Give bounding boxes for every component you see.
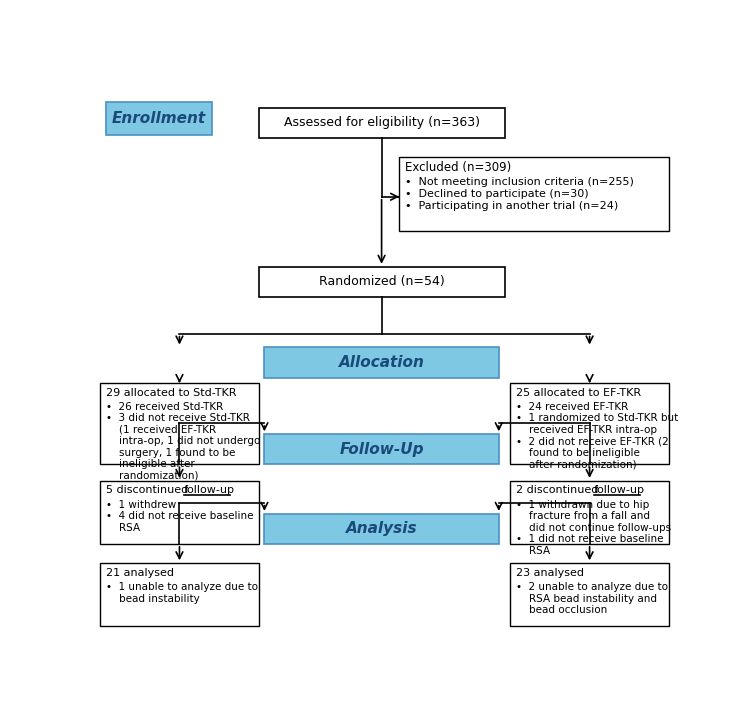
FancyBboxPatch shape <box>265 434 499 464</box>
Text: follow-up: follow-up <box>184 486 234 496</box>
FancyBboxPatch shape <box>101 481 259 544</box>
Text: RSA: RSA <box>516 545 550 555</box>
Text: •  Not meeting inclusion criteria (n=255): • Not meeting inclusion criteria (n=255) <box>405 177 634 187</box>
Text: found to be ineligible: found to be ineligible <box>516 448 640 458</box>
Text: •  Participating in another trial (n=24): • Participating in another trial (n=24) <box>405 201 618 211</box>
Text: intra-op, 1 did not undergo: intra-op, 1 did not undergo <box>106 436 261 446</box>
FancyBboxPatch shape <box>101 383 259 464</box>
FancyBboxPatch shape <box>510 563 668 626</box>
Text: •  2 did not receive EF-TKR (2: • 2 did not receive EF-TKR (2 <box>516 436 669 446</box>
Text: follow-up: follow-up <box>594 486 645 496</box>
Text: 29 allocated to Std-TKR: 29 allocated to Std-TKR <box>106 388 237 398</box>
FancyBboxPatch shape <box>265 514 499 544</box>
Text: Allocation: Allocation <box>339 355 425 370</box>
FancyBboxPatch shape <box>265 347 499 378</box>
FancyBboxPatch shape <box>101 563 259 626</box>
Text: randomization): randomization) <box>106 471 199 481</box>
Text: •  1 withdrew: • 1 withdrew <box>106 500 176 510</box>
FancyBboxPatch shape <box>399 157 668 231</box>
Text: received EF-TKR intra-op: received EF-TKR intra-op <box>516 425 658 435</box>
Text: •  1 randomized to Std-TKR but: • 1 randomized to Std-TKR but <box>516 414 679 424</box>
FancyBboxPatch shape <box>259 108 504 138</box>
Text: •  2 unable to analyze due to: • 2 unable to analyze due to <box>516 582 668 592</box>
Text: •  Declined to participate (n=30): • Declined to participate (n=30) <box>405 189 589 199</box>
Text: Excluded (n=309): Excluded (n=309) <box>405 161 511 174</box>
Text: Assessed for eligibility (n=363): Assessed for eligibility (n=363) <box>284 116 479 129</box>
Text: RSA: RSA <box>106 523 141 533</box>
Text: surgery, 1 found to be: surgery, 1 found to be <box>106 448 236 458</box>
Text: 2 discontinued: 2 discontinued <box>516 486 603 496</box>
Text: (1 received EF-TKR: (1 received EF-TKR <box>106 425 216 435</box>
Text: fracture from a fall and: fracture from a fall and <box>516 511 650 521</box>
Text: Follow-Up: Follow-Up <box>339 442 424 457</box>
Text: bead instability: bead instability <box>106 593 200 603</box>
Text: Randomized (n=54): Randomized (n=54) <box>319 275 445 288</box>
Text: 25 allocated to EF-TKR: 25 allocated to EF-TKR <box>516 388 642 398</box>
FancyBboxPatch shape <box>510 383 668 464</box>
Text: 21 analysed: 21 analysed <box>106 568 174 578</box>
Text: RSA bead instability and: RSA bead instability and <box>516 593 658 603</box>
FancyBboxPatch shape <box>106 102 212 135</box>
Text: •  4 did not receive baseline: • 4 did not receive baseline <box>106 511 254 521</box>
Text: •  26 received Std-TKR: • 26 received Std-TKR <box>106 402 224 412</box>
Text: Analysis: Analysis <box>345 521 417 536</box>
Text: •  3 did not receive Std-TKR: • 3 did not receive Std-TKR <box>106 414 250 424</box>
Text: after randomization): after randomization) <box>516 459 637 469</box>
FancyBboxPatch shape <box>259 267 504 297</box>
Text: did not continue follow-ups: did not continue follow-ups <box>516 523 671 533</box>
Text: •  1 withdrawn due to hip: • 1 withdrawn due to hip <box>516 500 649 510</box>
Text: •  24 received EF-TKR: • 24 received EF-TKR <box>516 402 628 412</box>
Text: ineligible after: ineligible after <box>106 459 195 469</box>
Text: bead occlusion: bead occlusion <box>516 605 608 615</box>
Text: 5 discontinued: 5 discontinued <box>106 486 192 496</box>
Text: •  1 did not receive baseline: • 1 did not receive baseline <box>516 534 664 544</box>
Text: 23 analysed: 23 analysed <box>516 568 584 578</box>
Text: Enrollment: Enrollment <box>112 111 206 126</box>
Text: •  1 unable to analyze due to: • 1 unable to analyze due to <box>106 582 259 592</box>
FancyBboxPatch shape <box>510 481 668 544</box>
